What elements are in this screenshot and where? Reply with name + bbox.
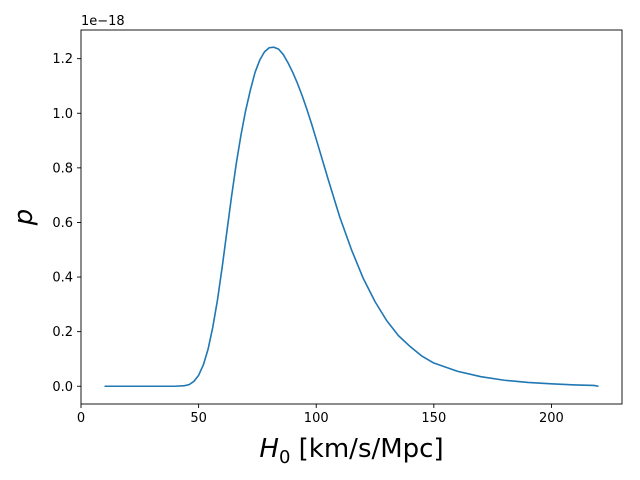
y-tick-label: 1.0	[52, 107, 73, 122]
plot-area	[80, 29, 623, 405]
x-tick-label: 200	[539, 411, 564, 426]
x-axis-label: H0 [km/s/Mpc]	[259, 434, 443, 468]
x-axis-label-unit: [km/s/Mpc]	[290, 434, 443, 464]
x-axis-label-subscript: 0	[279, 447, 290, 468]
x-axis-ticks: 0 50 100 150 200	[77, 404, 564, 426]
series-line-0	[104, 46, 599, 388]
y-tick-label: 1.2	[52, 52, 73, 67]
y-tick-label: 0.6	[52, 216, 73, 231]
x-tick-label: 100	[304, 411, 329, 426]
y-tick-label: 0.0	[52, 380, 73, 395]
y-axis-label: p	[9, 209, 39, 227]
x-axis-label-symbol: H	[259, 434, 279, 464]
axes-frame	[80, 29, 623, 405]
x-tick-label: 0	[77, 411, 85, 426]
y-tick-label: 0.8	[52, 161, 73, 176]
y-axis-ticks: 0.0 0.2 0.4 0.6 0.8 1.0 1.2	[52, 52, 81, 395]
x-tick-label: 50	[190, 411, 207, 426]
x-tick-label: 150	[421, 411, 446, 426]
y-tick-label: 0.2	[52, 325, 73, 340]
y-axis-offset-label: 1e−18	[81, 14, 125, 29]
y-tick-label: 0.4	[52, 271, 73, 286]
